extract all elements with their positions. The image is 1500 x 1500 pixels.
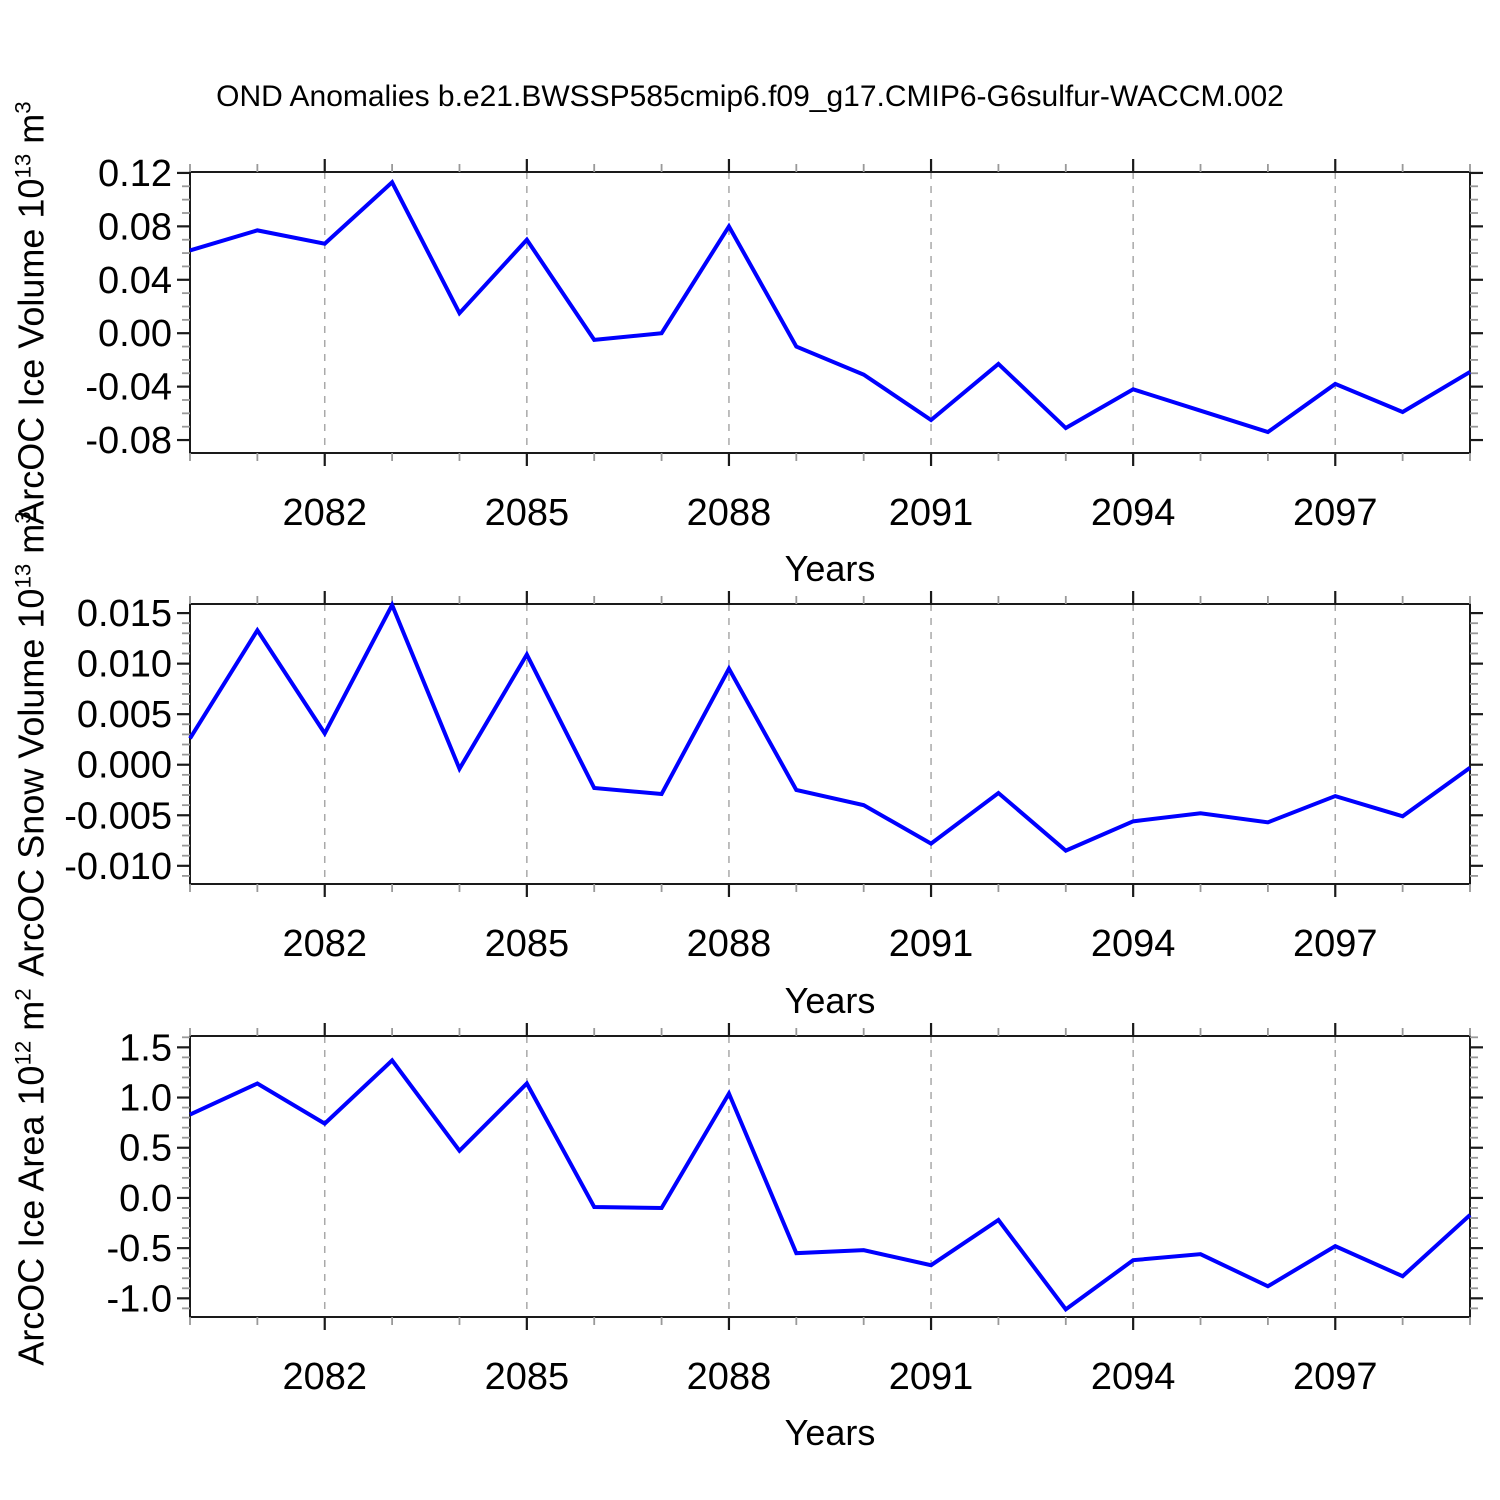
x-tick-label: 2091 xyxy=(889,1356,974,1398)
x-tick-label: 2082 xyxy=(282,492,367,534)
plot-frame xyxy=(189,1035,1471,1318)
x-tick-label: 2088 xyxy=(687,1356,772,1398)
x-tick-label: 2094 xyxy=(1091,1356,1176,1398)
y-axis-title-text: ArcOC Ice Volume 1013 m3 xyxy=(11,101,53,524)
x-tick-label: 2094 xyxy=(1091,492,1176,534)
y-axis-title-ice-volume: ArcOC Ice Volume 1013 m3 xyxy=(0,101,64,524)
y-axis-title-unit: m xyxy=(11,113,52,154)
y-tick-label: 0.010 xyxy=(77,644,172,686)
x-axis-title-panel-2: Years xyxy=(784,980,876,1021)
y-axis-title-base: ArcOC Snow Volume 10 xyxy=(11,588,52,977)
tick-labels: 1.5 1.0 0.5 0.0 -0.5 -1.0 2082 2085 2088 2091 2094… xyxy=(107,1027,1378,1398)
tick-labels: 0.015 0.010 0.005 0.000 -0.005 -0.010 2082 2085… xyxy=(64,593,1377,965)
y-axis-title-exponent: 12 xyxy=(11,1040,37,1066)
x-tick-label: 2097 xyxy=(1293,492,1378,534)
x-tick-label: 2082 xyxy=(282,1356,367,1398)
data-line-ice-area xyxy=(189,1057,1472,1313)
y-tick-label: -0.5 xyxy=(107,1228,172,1270)
panel-ice-volume: 0.12 0.08 0.04 0.00 -0.04 -0.08 2082 2085 2088 20… xyxy=(85,153,1483,534)
y-axis-title-snow-volume: ArcOC Snow Volume 1013 m3 xyxy=(0,511,64,976)
y-tick-label: 0.015 xyxy=(77,593,172,635)
y-tick-label: 0.12 xyxy=(98,153,172,195)
ticks xyxy=(177,159,1483,466)
x-tick-label: 2085 xyxy=(485,1356,570,1398)
data-line-snow-volume xyxy=(188,600,1472,853)
x-axis-title-panel-3: Years xyxy=(784,1412,876,1453)
y-tick-label: -0.005 xyxy=(64,795,172,837)
x-tick-label: 2097 xyxy=(1293,1356,1378,1398)
y-axis-title-text: ArcOC Snow Volume 1013 m3 xyxy=(11,511,53,976)
y-tick-label: 0.000 xyxy=(77,745,172,787)
y-tick-label: -0.010 xyxy=(64,846,172,888)
y-axis-title-base: ArcOC Ice Area 10 xyxy=(11,1065,53,1366)
y-tick-label: 0.04 xyxy=(98,260,172,302)
y-axis-title-unit-exponent: 2 xyxy=(11,987,37,1001)
tick-labels: 0.12 0.08 0.04 0.00 -0.04 -0.08 2082 2085 2088 20… xyxy=(85,153,1377,534)
gridlines xyxy=(323,172,1337,453)
plot-frame xyxy=(189,171,1471,454)
y-tick-label: 0.5 xyxy=(119,1128,172,1170)
y-tick-label: 1.5 xyxy=(119,1027,172,1069)
panel-ice-area: 1.5 1.0 0.5 0.0 -0.5 -1.0 2082 2085 2088 2091 2094… xyxy=(107,1023,1483,1398)
ticks xyxy=(177,591,1483,897)
y-tick-label: 0.00 xyxy=(98,313,172,355)
x-tick-label: 2094 xyxy=(1091,923,1176,965)
y-tick-label: 0.0 xyxy=(119,1178,172,1220)
y-axis-title-unit-exponent: 3 xyxy=(11,100,36,114)
x-tick-label: 2088 xyxy=(687,923,772,965)
x-axis-title-panel-1: Years xyxy=(784,548,876,589)
x-tick-label: 2097 xyxy=(1293,923,1378,965)
y-axis-title-ice-area: ArcOC Ice Area 1012 m2 xyxy=(0,988,64,1365)
y-tick-label: 0.005 xyxy=(77,694,172,736)
y-axis-title-unit-exponent: 3 xyxy=(11,511,36,524)
y-axis-title-unit: m xyxy=(11,1000,53,1041)
chart-title: OND Anomalies b.e21.BWSSP585cmip6.f09_g1… xyxy=(216,80,1284,113)
y-axis-title-unit: m xyxy=(11,523,52,564)
y-axis-title-exponent: 13 xyxy=(11,153,36,179)
y-axis-title-exponent: 13 xyxy=(11,563,36,589)
x-tick-label: 2091 xyxy=(889,492,974,534)
x-tick-label: 2088 xyxy=(687,492,772,534)
y-tick-label: -0.08 xyxy=(85,420,172,462)
plot-frame xyxy=(189,603,1471,885)
y-tick-label: 0.08 xyxy=(98,206,172,248)
ticks xyxy=(177,1023,1483,1330)
x-tick-label: 2085 xyxy=(485,923,570,965)
y-axis-title-text: ArcOC Ice Area 1012 m2 xyxy=(11,988,53,1365)
gridlines xyxy=(323,1036,1337,1317)
x-tick-label: 2082 xyxy=(282,923,367,965)
y-tick-label: -1.0 xyxy=(107,1278,172,1320)
x-tick-label: 2085 xyxy=(485,492,570,534)
y-tick-label: 1.0 xyxy=(119,1078,172,1120)
x-tick-label: 2091 xyxy=(889,923,974,965)
y-axis-title-base: ArcOC Ice Volume 10 xyxy=(11,178,52,525)
y-tick-label: -0.04 xyxy=(85,367,172,409)
data-line-ice-volume xyxy=(189,179,1472,435)
panel-snow-volume: 0.015 0.010 0.005 0.000 -0.005 -0.010 2082 2085… xyxy=(64,591,1483,965)
